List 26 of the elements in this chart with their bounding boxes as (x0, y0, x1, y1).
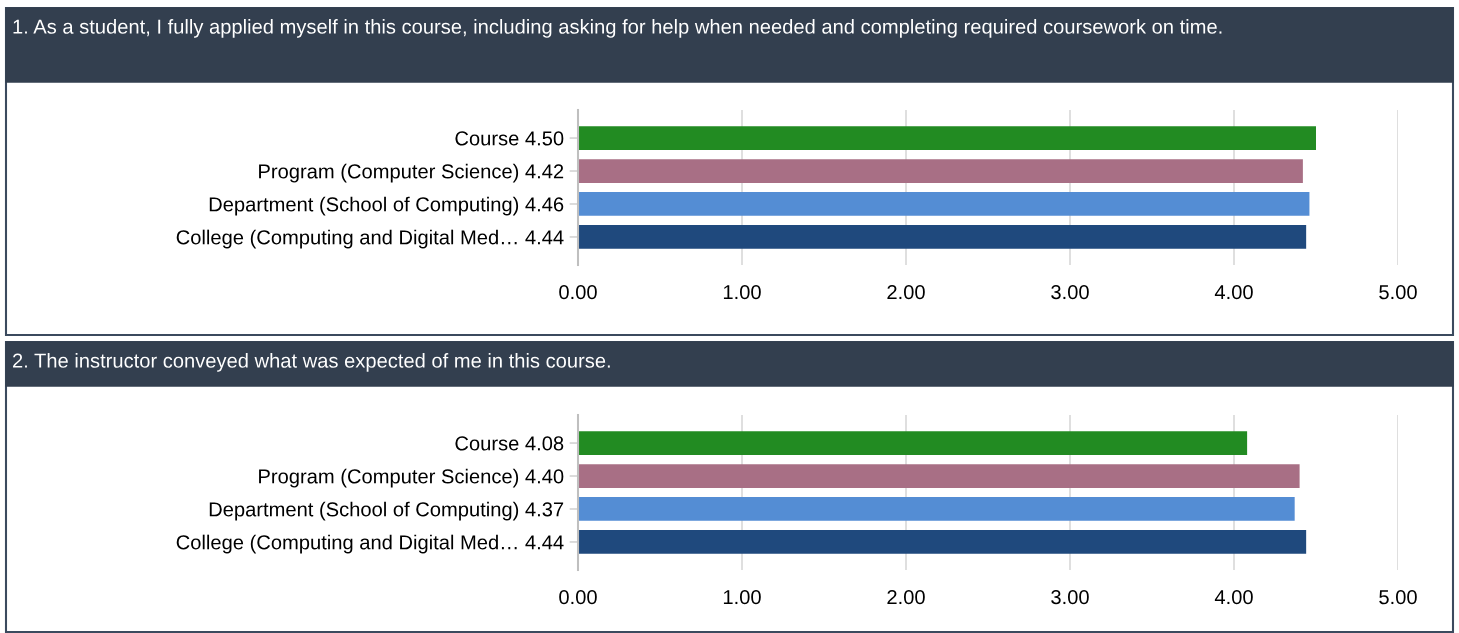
x-tick-label: 3.00 (1051, 589, 1089, 605)
y-tick-label: Program (Computer Science) 4.40 (259, 468, 564, 488)
bar (578, 530, 1307, 554)
bar (578, 431, 1248, 455)
x-tick-label: 4.00 (1214, 284, 1253, 300)
y-tick-label: Program (Computer Science) 4.42 (259, 163, 564, 183)
bar (578, 464, 1300, 488)
x-tick-label: 1.00 (723, 284, 761, 300)
x-tick-label: 4.00 (1214, 589, 1253, 605)
x-tick-label: 0.00 (559, 284, 597, 300)
y-tick-label: Department (School of Computing) 4.37 (209, 501, 564, 521)
text: 2. The instructor conveyed what was expected of me in this course. (13, 353, 610, 372)
x-tick-label: 0.00 (559, 589, 597, 605)
y-tick-label: Course 4.08 (455, 436, 564, 451)
bar (578, 497, 1295, 521)
y-tick-label: College (Computing and Digital Med… 4.44 (176, 534, 564, 554)
x-tick-label: 5.00 (1379, 589, 1417, 605)
x-tick-label: 1.00 (723, 589, 761, 605)
chart-title: 1. As a student, I fully applied myself in this course, including asking for help when needed and completing required coursework on time. (13, 19, 1222, 38)
y-tick-label: Course 4.50 (455, 131, 564, 146)
x-tick-label: 3.00 (1051, 284, 1089, 300)
x-tick-label: 5.00 (1379, 284, 1417, 300)
x-tick-label: 2.00 (887, 284, 925, 300)
x-tick-label: 2.00 (887, 589, 925, 605)
y-tick-label: Department (School of Computing) 4.46 (209, 196, 564, 216)
y-tick-label: College (Computing and Digital Med… 4.44 (176, 229, 564, 249)
